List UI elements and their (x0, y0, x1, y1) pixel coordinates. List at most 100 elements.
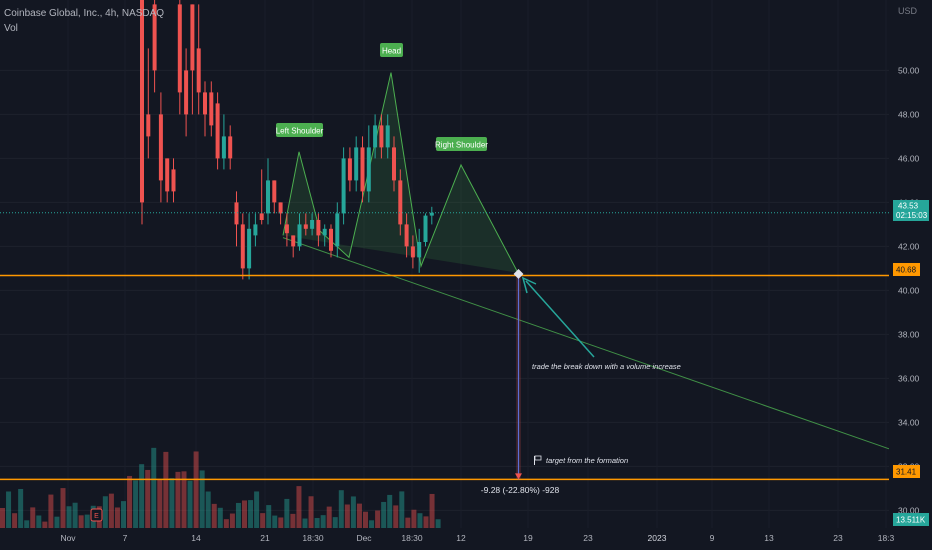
volume-bar (18, 488, 24, 528)
volume-bar (290, 513, 296, 528)
volume-bar (242, 500, 247, 528)
candle-body (366, 147, 371, 192)
volume-bar (217, 507, 223, 528)
volume-bar (363, 511, 368, 528)
volume-bar (411, 509, 417, 528)
candle-body (158, 114, 163, 181)
measure-label: -9.28 (-22.80%) -928 (481, 485, 560, 495)
volume-bar (350, 496, 356, 528)
candle-body (329, 228, 333, 251)
volume-bar (211, 503, 217, 528)
volume-bar (272, 515, 278, 528)
current-price-tag[interactable]: 43.53 02:15:03 (893, 200, 929, 221)
candle-body (379, 125, 384, 148)
right-shoulder-label[interactable]: Right Shoulder (435, 137, 488, 151)
volume-bar (60, 488, 66, 528)
volume-bar (435, 519, 441, 528)
volume-bar (308, 496, 314, 528)
candle-body (190, 4, 195, 71)
candle-body (196, 48, 201, 93)
candle-body (291, 235, 296, 247)
volume-bar (423, 516, 429, 528)
bar-countdown: 02:15:03 (896, 211, 928, 220)
candle-body (410, 246, 415, 258)
symbol-title[interactable]: Coinbase Global, Inc., 4h, NASDAQ (4, 8, 165, 19)
volume-bar (248, 500, 254, 528)
candle-body (423, 215, 428, 242)
x-tick-label: 21 (260, 533, 270, 543)
y-tick-label: 50.00 (898, 65, 920, 75)
y-tick-label: 48.00 (898, 109, 920, 119)
volume-bar (30, 507, 36, 528)
flag-icon (534, 455, 542, 465)
x-tick-label: 9 (710, 533, 715, 543)
x-tick-label: 19 (523, 533, 533, 543)
trade-note: trade the break down with a volume incre… (532, 362, 681, 371)
volume-bar (393, 505, 399, 528)
x-tick-label: Dec (356, 533, 372, 543)
head-label[interactable]: Head (380, 43, 403, 57)
candle-body (360, 147, 365, 192)
volume-bar (387, 494, 393, 528)
volume-bar (133, 480, 139, 528)
y-tick-label: 42.00 (898, 241, 920, 251)
candle-body (284, 224, 289, 234)
trendline (282, 237, 890, 450)
left-shoulder-label[interactable]: Left Shoulder (276, 123, 324, 137)
volume-bar (24, 520, 30, 528)
volume-bar (314, 518, 320, 528)
candle-body (303, 224, 308, 229)
volume-bar (78, 515, 84, 528)
volume-bar (114, 507, 120, 528)
x-tick-label: Nov (60, 533, 76, 543)
volume-bar (302, 518, 308, 528)
volume-bar (266, 505, 272, 528)
candle-body (259, 213, 264, 220)
candle-body (234, 202, 239, 225)
time-axis[interactable] (0, 528, 932, 550)
candle-body (335, 213, 340, 247)
volume-bar (205, 491, 211, 528)
volume-bar (139, 464, 145, 528)
volume-bar (6, 491, 12, 528)
candle-body (240, 224, 245, 269)
volume-bar (332, 517, 338, 528)
candle-body (184, 70, 189, 115)
volume-bar (375, 510, 381, 528)
candle-body (322, 228, 327, 236)
measure-anchor (513, 268, 524, 279)
y-tick-label: 46.00 (898, 153, 920, 163)
candle-body (146, 114, 151, 137)
volume-bar (356, 503, 362, 528)
volume-bar (163, 451, 169, 528)
volume-bar (369, 520, 375, 528)
volume-bar (417, 513, 423, 528)
target-price-tag[interactable]: 31.41 (893, 465, 920, 478)
volume-bar (260, 513, 266, 528)
measure-arrowhead (515, 473, 522, 480)
candle-body (171, 169, 176, 192)
volume-bar (54, 516, 60, 528)
volume-tag[interactable]: 13.511K (893, 513, 929, 526)
arrow-annotation[interactable] (521, 276, 595, 358)
volume-bar (102, 496, 108, 528)
volume-bar (199, 470, 205, 528)
volume-bar (344, 504, 350, 528)
volume-bar (381, 501, 387, 528)
volume-bar (429, 493, 435, 528)
volume-bar (223, 519, 229, 528)
volume-bar (399, 491, 405, 528)
volume-bar (121, 501, 126, 528)
volume-bar (72, 502, 78, 528)
candle-body (221, 136, 226, 159)
candle-body (354, 147, 359, 181)
earnings-icon[interactable]: E (90, 508, 103, 522)
candle-body (297, 224, 302, 247)
candle-body (347, 158, 352, 181)
candle-body (177, 4, 182, 93)
volume-indicator-label[interactable]: Vol (4, 23, 18, 34)
neckline-price-tag[interactable]: 40.68 (893, 263, 920, 276)
candle-body (404, 224, 409, 247)
volume-bar (320, 515, 326, 528)
